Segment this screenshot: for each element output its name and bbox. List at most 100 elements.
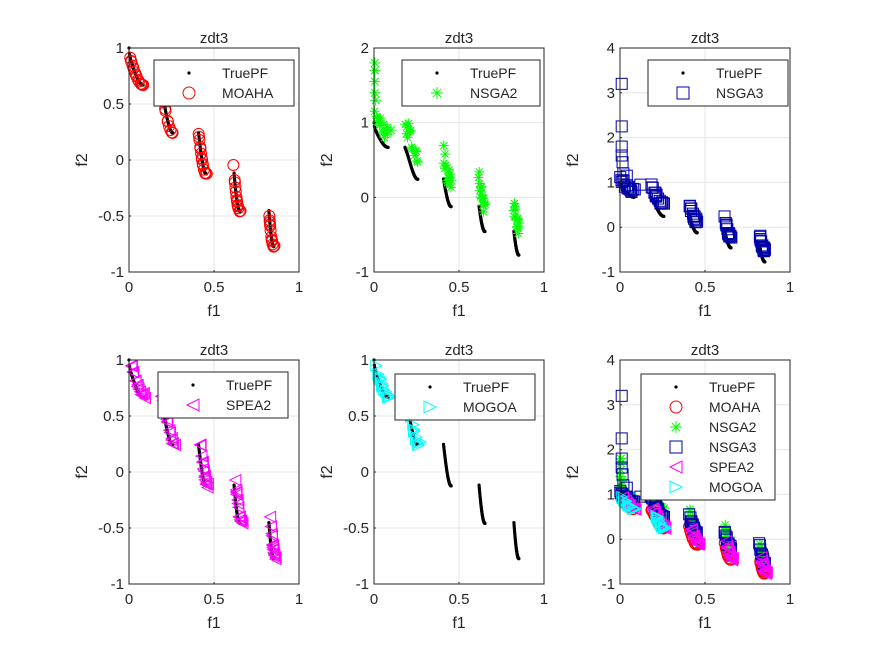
nsga2-point [431, 87, 443, 99]
moaha-point [265, 233, 278, 246]
nsga2-point [510, 204, 521, 215]
x-tick-label: 1 [540, 279, 548, 296]
nsga3-point [615, 389, 628, 402]
legend-item-truepf: TruePF [435, 65, 516, 81]
subplot-title: zdt3 [445, 30, 473, 47]
mogoa-point [414, 435, 428, 449]
series-nsga3 [614, 77, 771, 258]
y-tick-label: 0.5 [348, 408, 369, 425]
truepf-point [662, 214, 666, 218]
legend-item-nsga3: NSGA3 [676, 85, 764, 101]
x-tick-label: 0 [125, 279, 133, 296]
truepf-point [674, 385, 678, 389]
nsga2-point [385, 124, 397, 136]
truepf-point [517, 253, 521, 257]
x-tick-label: 1 [786, 591, 794, 608]
x-tick-label: 0.5 [449, 591, 470, 608]
mogoa-point [379, 385, 393, 399]
truepf-point [187, 71, 191, 75]
nsga3-point [676, 86, 690, 100]
subplot-title: zdt3 [691, 30, 719, 47]
nsga3-point [615, 452, 628, 465]
mogoa-point [377, 379, 390, 392]
nsga2-point [513, 228, 524, 239]
nsga2-point [412, 157, 423, 168]
spea2-point [196, 462, 210, 476]
legend-label: TruePF [463, 379, 509, 395]
legend-item-spea2: SPEA2 [185, 397, 271, 413]
nsga2-point [514, 218, 525, 229]
moaha-point [132, 75, 145, 88]
series-moaha [124, 51, 281, 253]
y-tick-label: 0 [116, 152, 124, 169]
legend-item-truepf: TruePF [187, 65, 268, 81]
y-tick-label: 1 [607, 174, 615, 191]
legend-box [640, 373, 776, 501]
legend-label: SPEA2 [709, 459, 754, 475]
spea2-point [231, 501, 245, 514]
nsga2-point [445, 169, 456, 180]
y-tick-label: 0 [116, 464, 124, 481]
nsga3-point [625, 185, 638, 198]
nsga3-point [669, 440, 683, 454]
legend-label: TruePF [470, 65, 516, 81]
nsga2-point [403, 118, 414, 129]
legend-box [157, 371, 289, 419]
legend-item-nsga2: NSGA2 [431, 85, 518, 101]
truepf-point [191, 383, 195, 387]
nsga3-point [615, 432, 628, 445]
nsga3-point [620, 169, 633, 182]
subplot-5: 0 0.5 1 -1 -0.5 0 0.5 1 zdt3 f1 f2 TruePF MOGOA [319, 342, 548, 632]
truepf-point [435, 71, 439, 75]
spea2-point [130, 379, 144, 393]
y-tick-label: -0.5 [98, 520, 124, 537]
mogoa-point [659, 522, 672, 535]
nsga2-point [369, 64, 381, 76]
nsga3-point [690, 212, 703, 225]
moaha-point [229, 185, 242, 198]
y-axis-label: f2 [74, 153, 91, 166]
spea2-point [199, 477, 213, 491]
y-tick-label: -1 [111, 576, 124, 593]
nsga3-point [725, 231, 738, 244]
mogoa-point [370, 359, 383, 373]
y-axis-label: f2 [319, 153, 336, 166]
x-tick-label: 0 [370, 279, 378, 296]
subplot-title: zdt3 [691, 342, 719, 359]
x-tick-label: 0 [370, 591, 378, 608]
legend-box [647, 59, 789, 107]
moaha-point [234, 204, 247, 217]
truepf-point [729, 246, 733, 250]
nsga2-point [670, 421, 682, 433]
spea2-point [160, 415, 174, 429]
spea2-point [685, 522, 698, 536]
truepf-point [681, 71, 685, 75]
nsga2-point [509, 202, 520, 213]
truepf-point [483, 229, 487, 234]
truepf-point [483, 521, 487, 525]
subplot-4: 0 0.5 1 -1 -0.5 0 0.5 1 zdt3 f1 f2 TruePF SPEA2 [74, 342, 303, 632]
moaha-point [137, 78, 150, 91]
moaha-point [182, 86, 196, 100]
spea2-point [720, 540, 734, 553]
legend-label: MOGOA [709, 479, 763, 495]
spea2-point [126, 366, 140, 379]
spea2-point [185, 398, 200, 412]
subplot-title: zdt3 [445, 342, 473, 359]
y-tick-label: 1 [116, 40, 124, 57]
truepf-point [428, 385, 432, 389]
spea2-point [133, 385, 147, 399]
legend-item-mogoa: MOGOA [423, 399, 517, 415]
y-tick-label: 0 [607, 219, 615, 236]
legend-label: MOGOA [463, 399, 517, 415]
y-tick-label: -1 [602, 576, 615, 593]
x-tick-label: 0.5 [204, 591, 225, 608]
moaha-point [196, 159, 209, 172]
subplot-title: zdt3 [200, 342, 228, 359]
y-tick-label: -1 [111, 264, 124, 281]
y-tick-label: 0 [361, 189, 369, 206]
nsga3-point [689, 216, 702, 229]
y-tick-label: 0.5 [103, 96, 124, 113]
spea2-point [668, 460, 683, 474]
